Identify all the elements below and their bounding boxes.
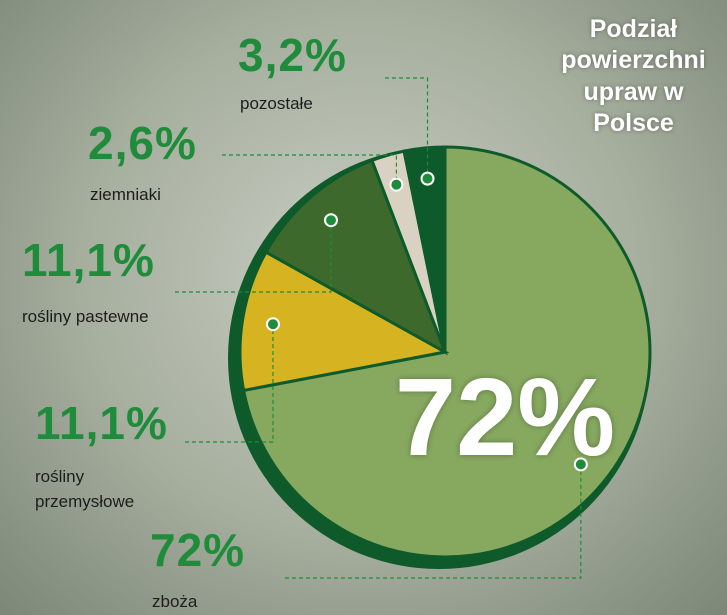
slice-dot — [422, 173, 434, 185]
infographic: 72% Podział powierzchni upraw w Polsce 7… — [0, 0, 727, 615]
big-value-label: 72% — [395, 356, 615, 479]
category-label: pozostałe — [240, 92, 380, 117]
value-label: 3,2% — [238, 32, 347, 78]
category-label: rośliny pastewne — [22, 305, 162, 330]
slice-dot — [390, 179, 402, 191]
slice-dot — [267, 318, 279, 330]
chart-title: Podział powierzchni upraw w Polsce — [546, 14, 721, 139]
value-label: 11,1% — [35, 400, 168, 446]
value-label: 2,6% — [88, 120, 197, 166]
category-label: ziemniaki — [90, 183, 230, 208]
value-label: 11,1% — [22, 237, 155, 283]
category-label: zboża — [152, 590, 292, 615]
category-label: rośliny przemysłowe — [35, 465, 175, 514]
slice-dot — [325, 214, 337, 226]
value-label: 72% — [150, 527, 245, 573]
